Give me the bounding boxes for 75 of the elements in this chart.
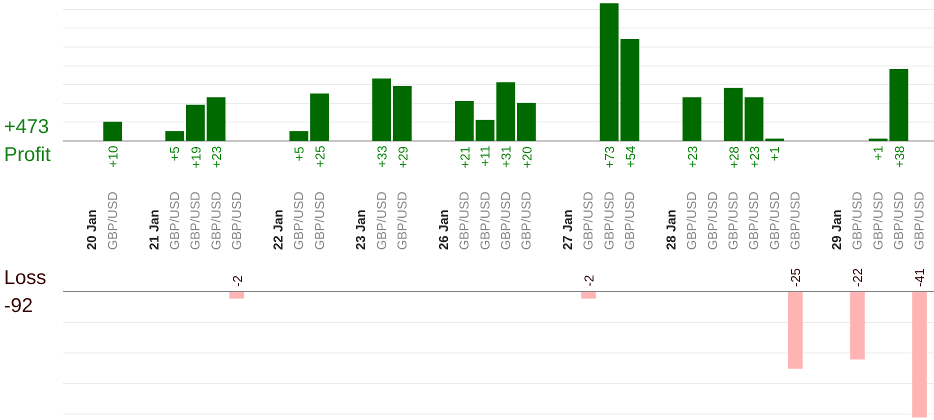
data-label: +20 (519, 146, 534, 168)
data-label: -2 (230, 275, 245, 287)
x-tick-label: GBP/USD (166, 191, 182, 250)
data-label: +73 (602, 146, 618, 168)
x-tick-label: GBP/USD (374, 191, 389, 250)
data-label: +5 (167, 146, 182, 162)
x-tick-label: GBP/USD (291, 191, 306, 250)
x-tick-label: GBP/USD (788, 191, 803, 250)
data-label: -22 (850, 268, 865, 287)
x-tick-label: GBP/USD (850, 191, 865, 250)
x-tick-label: GBP/USD (766, 191, 782, 250)
data-label: +1 (870, 146, 886, 161)
x-tick-label: 23 Jan (353, 209, 368, 250)
bar (889, 69, 908, 141)
bar (496, 82, 516, 141)
data-label: +38 (892, 146, 907, 168)
data-label: +10 (106, 146, 121, 168)
bar (392, 86, 412, 141)
x-tick-label: GBP/USD (580, 191, 596, 250)
x-tick-label: GBP/USD (477, 191, 492, 250)
x-tick-label: GBP/USD (891, 191, 906, 250)
bar (372, 78, 391, 141)
x-tick-label: GBP/USD (456, 191, 472, 250)
data-label: +54 (622, 146, 638, 168)
bar (620, 38, 640, 141)
x-tick-label: 27 Jan (560, 209, 576, 250)
data-label: -41 (912, 268, 928, 288)
data-label: +23 (209, 146, 224, 168)
x-tick-label: GBP/USD (394, 191, 410, 250)
data-label: +29 (395, 146, 410, 168)
bar (744, 97, 764, 141)
data-label: +23 (747, 146, 762, 168)
x-tick-label: 21 Jan (146, 209, 162, 250)
bar (165, 131, 184, 141)
bar (724, 88, 743, 141)
x-tick-label: GBP/USD (870, 191, 886, 250)
data-label: +21 (457, 146, 472, 168)
x-tick-label: GBP/USD (684, 191, 700, 250)
x-tick-label: GBP/USD (104, 191, 120, 250)
x-tick-label: 29 Jan (828, 209, 844, 250)
y-axis-title: Loss (4, 267, 46, 289)
x-tick-label: 26 Jan (436, 209, 451, 250)
data-label: +28 (726, 146, 742, 168)
data-label: +1 (767, 146, 782, 162)
x-tick-label: GBP/USD (498, 191, 513, 250)
bar (517, 102, 536, 141)
data-label: +23 (684, 146, 700, 168)
x-tick-label: 20 Jan (84, 209, 100, 250)
x-tick-label: 22 Jan (270, 209, 286, 250)
data-label: +31 (498, 146, 514, 168)
text: +473 (4, 116, 50, 138)
data-label: +33 (374, 146, 390, 168)
x-tick-label: GBP/USD (188, 191, 203, 250)
data-label: -2 (582, 274, 596, 286)
x-tick-label: GBP/USD (704, 191, 720, 250)
x-tick-label: GBP/USD (208, 191, 224, 250)
x-tick-label: GBP/USD (312, 191, 327, 250)
x-tick-label: GBP/USD (726, 191, 741, 250)
x-tick-label: GBP/USD (746, 191, 762, 250)
x-tick-label: GBP/USD (912, 191, 927, 250)
bar (103, 122, 122, 141)
bar (600, 3, 619, 141)
data-label: +5 (291, 146, 306, 162)
data-label: +25 (312, 145, 328, 168)
x-tick-label: GBP/USD (601, 191, 616, 250)
x-tick-label: GBP/USD (622, 191, 638, 250)
x-tick-label: GBP/USD (229, 191, 244, 250)
bar (682, 97, 702, 141)
y-axis-title: Profit (4, 144, 52, 166)
data-label: -25 (788, 268, 803, 287)
data-label: +11 (478, 145, 493, 167)
text: -92 (4, 295, 33, 317)
data-label: +19 (188, 146, 204, 168)
x-tick-label: 28 Jan (663, 209, 678, 250)
x-tick-label: GBP/USD (518, 191, 534, 250)
